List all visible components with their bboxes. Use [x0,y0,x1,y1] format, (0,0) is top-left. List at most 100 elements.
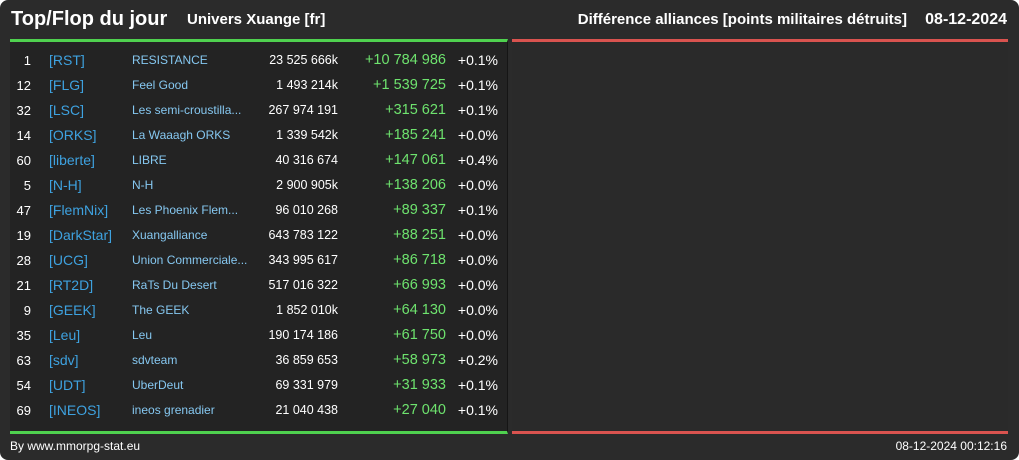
table-row: 14 [ORKS] La Waaagh ORKS 1 339 542k +185 241… [0,123,510,148]
percent-change: +0.0% [457,177,498,193]
table-row: 63 [sdv] sdvteam 36 859 653 +58 973 +0.2% [0,348,510,373]
points-gain: +89 337 [393,202,446,218]
table-row: 32 [LSC] Les semi-croustilla... 267 974 191… [0,98,510,123]
alliance-tag: [INEOS] [49,402,101,418]
alliance-name: Leu [132,328,153,342]
alliance-name: Les semi-croustilla... [132,103,242,117]
alliance-points: 643 783 122 [268,228,338,242]
universe-label: Univers Xuange [fr] [187,11,326,28]
rank-cell: 60 [16,153,31,168]
percent-change: +0.0% [457,327,498,343]
percent-change: +0.2% [457,352,498,368]
table-row: 60 [liberte] LIBRE 40 316 674 +147 061 +0.4% [0,148,510,173]
footer-timestamp: 08-12-2024 00:12:16 [895,439,1007,453]
alliance-points: 1 493 214k [276,78,338,92]
alliance-name: RaTs Du Desert [132,278,217,292]
alliance-tag: [Leu] [49,327,81,343]
alliance-points: 1 339 542k [276,128,338,142]
percent-change: +0.1% [457,77,498,93]
alliance-tag: [GEEK] [49,302,96,318]
points-gain: +147 061 [385,152,446,168]
percent-change: +0.1% [457,402,498,418]
alliance-tag: [LSC] [49,102,85,118]
table-row: 19 [DarkStar] Xuangalliance 643 783 122 +88 … [0,223,510,248]
alliance-tag: [sdv] [49,352,79,368]
percent-change: +0.0% [457,227,498,243]
alliance-points: 343 995 617 [268,253,338,267]
alliance-points: 2 900 905k [276,178,338,192]
alliance-points: 23 525 666k [269,53,338,67]
rank-cell: 28 [16,253,31,268]
rank-cell: 1 [23,53,31,68]
flop-panel [512,39,1008,434]
alliance-name: sdvteam [132,353,178,367]
percent-change: +0.0% [457,302,498,318]
ranking-date: 08-12-2024 [925,11,1007,28]
alliance-name: Feel Good [132,78,189,92]
table-row: 69 [INEOS] ineos grenadier 21 040 438 +27 04… [0,398,510,423]
alliance-points: 69 331 979 [275,378,338,392]
rank-cell: 9 [23,303,31,318]
alliance-name: Les Phoenix Flem... [132,203,239,217]
alliance-tag: [RT2D] [49,277,94,293]
rank-cell: 12 [16,78,31,93]
alliance-name: La Waaagh ORKS [132,128,231,142]
alliance-points: 267 974 191 [268,103,338,117]
alliance-points: 36 859 653 [275,353,338,367]
table-row: 54 [UDT] UberDeut 69 331 979 +31 933 +0.1% [0,373,510,398]
page-title: Top/Flop du jour [11,8,168,30]
alliance-tag: [UCG] [49,252,88,268]
points-gain: +61 750 [393,327,446,343]
percent-change: +0.4% [457,152,498,168]
rank-cell: 35 [16,328,31,343]
alliance-points: 96 010 268 [275,203,338,217]
alliance-tag: [liberte] [49,152,95,168]
points-gain: +27 040 [393,402,446,418]
rank-cell: 69 [16,403,31,418]
table-row: 12 [FLG] Feel Good 1 493 214k +1 539 725 +0.1… [0,73,510,98]
points-gain: +88 251 [393,227,446,243]
alliance-points: 21 040 438 [275,403,338,417]
alliance-name: N-H [132,178,154,192]
points-gain: +315 621 [385,102,446,118]
footer-credit: By www.mmorpg-stat.eu [10,439,141,453]
table-row: 21 [RT2D] RaTs Du Desert 517 016 322 +66 993… [0,273,510,298]
percent-change: +0.0% [457,127,498,143]
table-row: 35 [Leu] Leu 190 174 186 +61 750 +0.0% [0,323,510,348]
alliance-tag: [FlemNix] [49,202,109,218]
points-gain: +58 973 [393,352,446,368]
points-gain: +66 993 [393,277,446,293]
table-row: 9 [GEEK] The GEEK 1 852 010k +64 130 +0.0% [0,298,510,323]
points-gain: +1 539 725 [373,77,446,93]
ranking-description: Différence alliances [points militaires … [577,11,907,28]
table-row: 47 [FlemNix] Les Phoenix Flem... 96 010 268… [0,198,510,223]
alliance-name: ineos grenadier [132,403,215,417]
rank-cell: 5 [23,178,31,193]
alliance-tag: [FLG] [49,77,85,93]
alliance-name: Union Commerciale... [132,253,248,267]
alliance-tag: [RST] [49,52,85,68]
points-gain: +64 130 [393,302,446,318]
alliance-name: The GEEK [132,303,190,317]
alliance-name: Xuangalliance [132,228,208,242]
percent-change: +0.1% [457,52,498,68]
rank-cell: 19 [16,228,31,243]
alliance-name: RESISTANCE [132,53,208,67]
percent-change: +0.1% [457,102,498,118]
alliance-name: LIBRE [132,153,167,167]
alliance-tag: [N-H] [49,177,82,193]
alliance-tag: [DarkStar] [49,227,113,243]
alliance-tag: [UDT] [49,377,86,393]
rank-cell: 47 [16,203,31,218]
percent-change: +0.0% [457,252,498,268]
rank-cell: 63 [16,353,31,368]
alliance-points: 517 016 322 [268,278,338,292]
rank-cell: 32 [16,103,31,118]
rank-cell: 21 [16,278,31,293]
percent-change: +0.1% [457,202,498,218]
alliance-points: 190 174 186 [268,328,338,342]
rank-cell: 14 [16,128,31,143]
alliance-points: 40 316 674 [275,153,338,167]
points-gain: +138 206 [385,177,446,193]
